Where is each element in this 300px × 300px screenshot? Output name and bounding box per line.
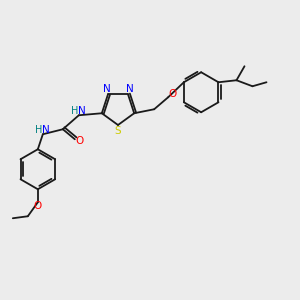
Text: O: O bbox=[76, 136, 84, 146]
Text: H: H bbox=[35, 125, 43, 135]
Text: N: N bbox=[78, 106, 86, 116]
Text: O: O bbox=[168, 89, 176, 99]
Text: N: N bbox=[103, 84, 111, 94]
Text: S: S bbox=[115, 126, 121, 136]
Text: N: N bbox=[42, 125, 50, 135]
Text: O: O bbox=[34, 201, 42, 211]
Text: H: H bbox=[71, 106, 79, 116]
Text: N: N bbox=[126, 84, 134, 94]
